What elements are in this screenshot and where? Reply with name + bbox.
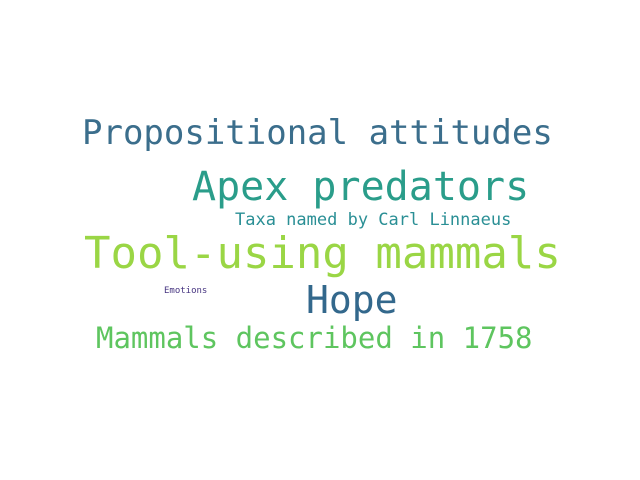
word-tool-using-mammals: Tool-using mammals xyxy=(84,228,561,279)
word-hope: Hope xyxy=(306,278,398,322)
word-taxa-named-by-carl-linnaeus: Taxa named by Carl Linnaeus xyxy=(235,210,512,230)
word-propositional-attitudes: Propositional attitudes xyxy=(82,113,553,153)
word-emotions: Emotions xyxy=(164,286,208,296)
word-mammals-described-in-1758: Mammals described in 1758 xyxy=(96,321,533,355)
word-apex-predators: Apex predators xyxy=(192,164,530,210)
